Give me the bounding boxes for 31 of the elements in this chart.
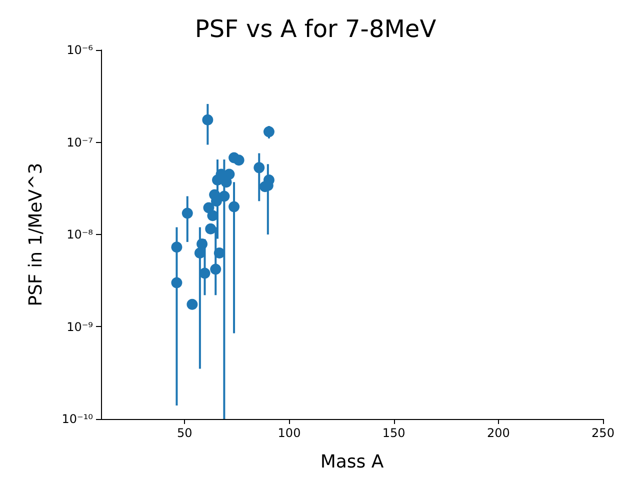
y-tick-label: 10⁻⁸ xyxy=(66,228,94,242)
x-axis-title: Mass A xyxy=(320,452,384,472)
point xyxy=(171,277,182,288)
y-tick-label: 10⁻⁷ xyxy=(66,135,94,150)
y-tick-label: 10⁻⁶ xyxy=(66,43,94,57)
point xyxy=(263,174,274,186)
point xyxy=(205,223,216,234)
point xyxy=(224,168,235,180)
x-tick-label: 150 xyxy=(382,426,406,440)
y-tick-label: 10⁻¹⁰ xyxy=(62,412,94,426)
y-tick-label: 10⁻⁹ xyxy=(66,320,94,334)
point xyxy=(171,242,182,253)
x-tick-label: 100 xyxy=(278,426,301,440)
y-axis-title: PSF in 1/MeV^3 xyxy=(26,162,46,306)
point xyxy=(202,114,214,126)
point xyxy=(254,162,265,174)
point xyxy=(199,268,210,279)
x-tick-label: 200 xyxy=(486,426,510,440)
point xyxy=(214,248,225,259)
point xyxy=(210,264,222,275)
point xyxy=(194,248,206,259)
point xyxy=(196,238,208,250)
x-tick-label: 50 xyxy=(177,426,192,440)
point xyxy=(228,201,240,212)
x-tick-label: 250 xyxy=(592,426,614,440)
chart-title: PSF vs A for 7-8MeV xyxy=(194,15,437,43)
point xyxy=(186,298,198,310)
point xyxy=(263,126,274,138)
point xyxy=(218,190,230,202)
point xyxy=(233,154,244,166)
point xyxy=(182,208,193,219)
